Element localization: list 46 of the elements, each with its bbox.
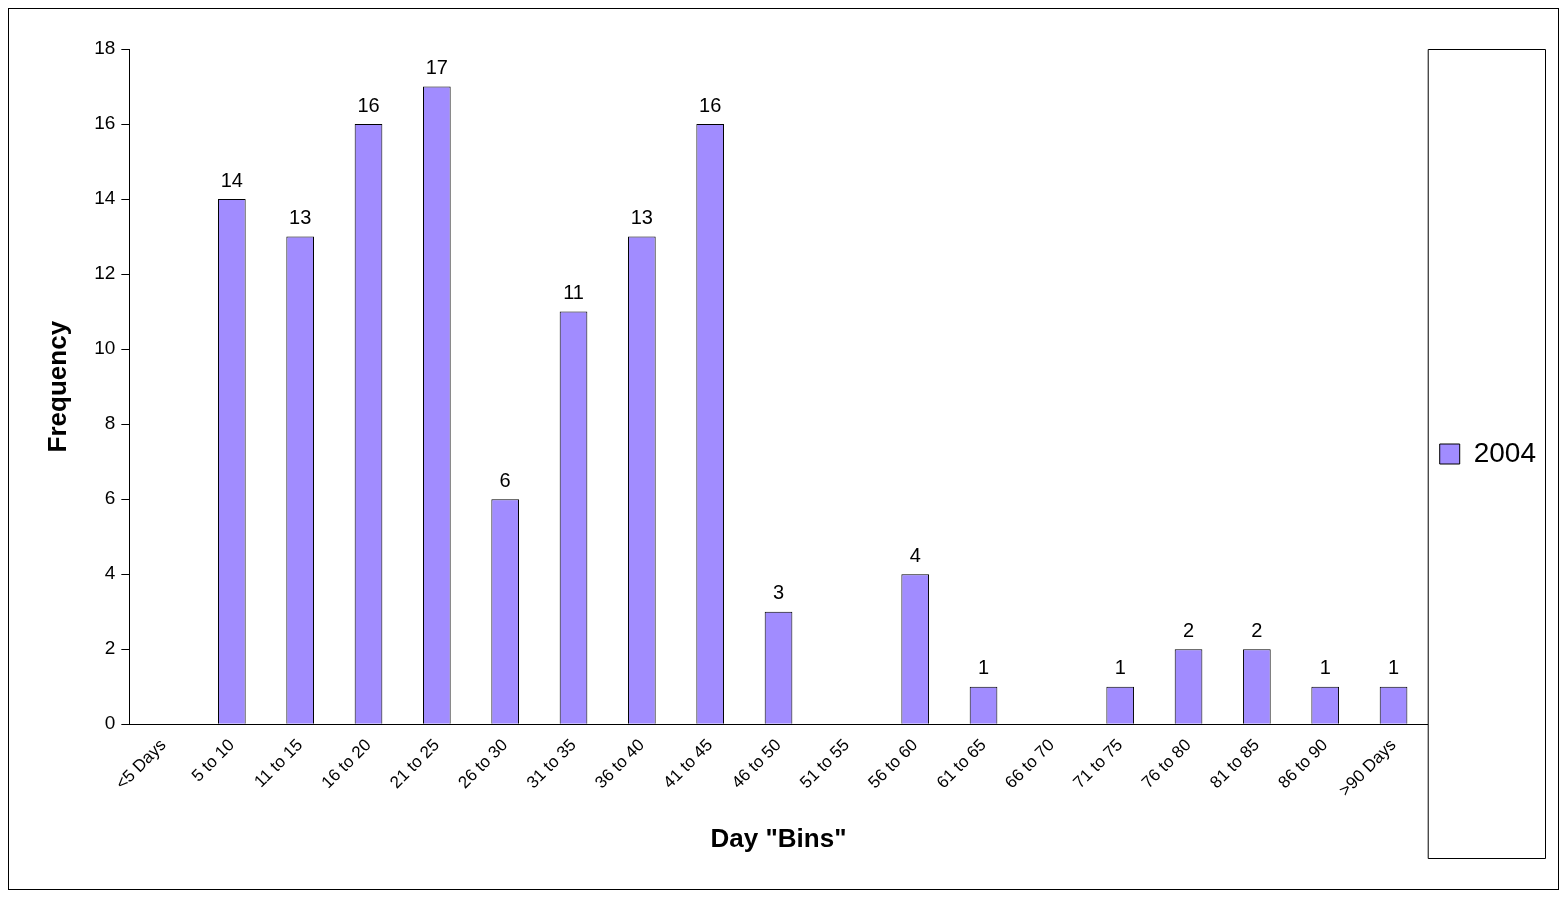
y-tick-label: 10 <box>94 337 116 359</box>
x-tick-label: 71 to 75 <box>1069 735 1127 793</box>
y-tick-label: 2 <box>104 637 116 659</box>
x-tick-label: 86 to 90 <box>1274 735 1332 793</box>
x-tick-label: 11 to 15 <box>250 735 307 792</box>
y-tick-label: 0 <box>104 712 116 734</box>
data-label: 3 <box>772 581 785 604</box>
data-label: 6 <box>499 468 511 491</box>
x-tick-label: 81 to 85 <box>1206 735 1264 793</box>
x-tick-label: 41 to 45 <box>659 735 717 793</box>
y-axis-title: Frequency <box>41 320 72 453</box>
y-tick-label: 14 <box>94 187 116 209</box>
data-label: 2 <box>1182 618 1195 641</box>
legend-label: 2004 <box>1473 436 1537 468</box>
data-label: 13 <box>289 206 312 229</box>
y-tick-label: 4 <box>104 562 116 584</box>
data-label: 2 <box>1251 618 1263 641</box>
data-label: 16 <box>699 93 722 116</box>
x-tick-label: 56 to 60 <box>864 735 922 793</box>
y-tick-label: 18 <box>94 37 116 59</box>
x-tick-label: 61 to 65 <box>932 735 990 793</box>
x-axis-title: Day "Bins" <box>710 822 847 853</box>
x-tick-label: 16 to 20 <box>317 735 375 793</box>
x-tick-label: 36 to 40 <box>591 735 648 793</box>
data-label: 4 <box>909 543 921 566</box>
data-label: 11 <box>563 281 584 304</box>
data-label: 17 <box>425 56 448 79</box>
data-label: 1 <box>1319 656 1331 679</box>
data-label: 1 <box>977 656 990 679</box>
x-tick-label: 66 to 70 <box>1001 735 1059 793</box>
y-tick-label: 6 <box>104 487 116 509</box>
data-label: 13 <box>630 206 653 229</box>
y-tick-label: 8 <box>104 412 116 434</box>
x-tick-label: 5 to 10 <box>187 735 238 786</box>
data-label: 14 <box>220 168 243 191</box>
x-tick-label: 21 to 25 <box>386 735 443 793</box>
x-tick-label: 46 to 50 <box>727 735 785 793</box>
x-tick-label: 76 to 80 <box>1137 735 1195 793</box>
data-label: 1 <box>1387 656 1400 679</box>
x-tick-label: 51 to 55 <box>796 735 853 793</box>
x-tick-label: 26 to 30 <box>454 735 512 793</box>
data-label: 1 <box>1114 656 1126 679</box>
y-tick-label: 12 <box>94 262 116 284</box>
y-tick-label: 16 <box>94 112 116 134</box>
x-tick-label: 31 to 35 <box>522 735 580 793</box>
data-label: 16 <box>357 93 380 116</box>
